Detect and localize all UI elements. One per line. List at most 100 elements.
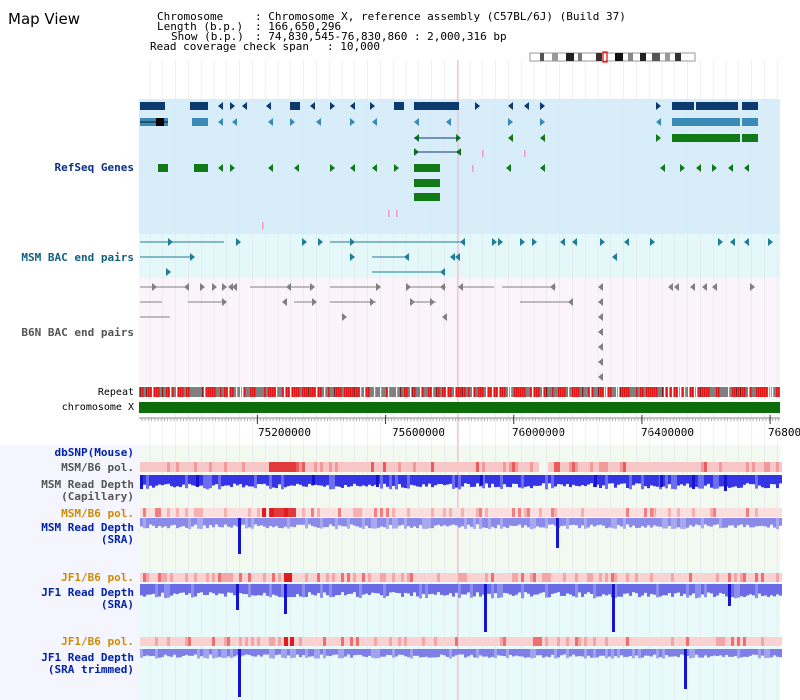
jf1-depth-trim-bar xyxy=(707,649,710,658)
msm-depth-capillary-bar xyxy=(398,475,401,485)
jf1-b6-pol-strip-2 xyxy=(767,637,770,646)
jf1-depth-sra-bar xyxy=(272,584,275,595)
msm-depth-capillary-bar xyxy=(560,475,563,485)
jf1-depth-trim-bar xyxy=(467,649,470,657)
msm-depth-sra-bar xyxy=(512,518,515,526)
jf1-depth-sra-bar xyxy=(212,584,215,594)
jf1-b6-pol-strip-2 xyxy=(407,637,410,646)
msm-b6-pol-strip xyxy=(431,462,434,472)
msm-b6-pol-strip-2 xyxy=(389,508,392,517)
msm-depth-sra-bar xyxy=(671,518,674,529)
msm-depth-sra-bar xyxy=(371,518,374,529)
msm-b6-pol-strip-2 xyxy=(509,508,512,517)
repeat-element xyxy=(518,387,520,397)
jf1-depth-sra-bar xyxy=(620,584,623,597)
msm-depth-sra-bar xyxy=(380,518,383,527)
msm-b6-pol-strip-2 xyxy=(206,508,209,517)
msm-b6-pol-strip xyxy=(602,462,605,472)
jf1-depth-trim-bar xyxy=(194,649,197,655)
msm-depth-capillary-bar xyxy=(677,475,680,486)
jf1-depth-sra-bar xyxy=(143,584,146,597)
jf1-b6-pol-label-2[interactable]: JF1/B6 pol. xyxy=(61,635,134,648)
msm-depth-sra-bar xyxy=(749,518,752,528)
msm-depth-sra-bar xyxy=(662,518,665,529)
b6n-bac-track-label[interactable]: B6N BAC end pairs xyxy=(21,326,134,339)
repeat-element xyxy=(640,387,642,397)
jf1-depth-sra-bar xyxy=(206,584,209,595)
msm-b6-pol-strip-2 xyxy=(530,508,533,517)
msm-b6-pol-label-1[interactable]: MSM/B6 pol. xyxy=(61,461,134,474)
msm-depth-sra-bar xyxy=(302,518,305,525)
refseq-track-label[interactable]: RefSeq Genes xyxy=(54,161,134,174)
msm-bac-track-label[interactable]: MSM BAC end pairs xyxy=(21,251,134,264)
jf1-depth-trim-bar xyxy=(653,649,656,655)
msm-b6-pol-strip xyxy=(560,462,563,472)
jf1-depth-sra-bar xyxy=(602,584,605,595)
jf1-b6-pol-label-1[interactable]: JF1/B6 pol. xyxy=(61,571,134,584)
jf1-depth-trim-bar xyxy=(554,649,557,659)
msm-depth-sra-label-1[interactable]: MSM Read Depth xyxy=(41,521,134,534)
msm-b6-pol-strip-2 xyxy=(650,508,653,517)
snp-mark xyxy=(524,150,526,157)
jf1-depth-trim-bar xyxy=(182,649,185,656)
jf1-depth-sra-bar xyxy=(599,584,602,597)
msm-b6-pol-strip xyxy=(464,462,467,472)
ideogram-band xyxy=(566,53,574,61)
repeat-element xyxy=(340,387,342,397)
msm-b6-pol-strip-2 xyxy=(248,508,251,517)
jf1-depth-sra-bar xyxy=(338,584,341,595)
ideogram-band xyxy=(665,53,670,61)
gene-arrow xyxy=(230,164,235,172)
msm-b6-pol-strip-2 xyxy=(335,508,338,517)
gene-arrow xyxy=(290,118,295,126)
jf1-b6-pol-strip xyxy=(512,573,515,582)
jf1-b6-pol-strip-2 xyxy=(263,637,266,646)
axis-tick-label: 76400000 xyxy=(641,426,694,439)
msm-b6-pol-strip xyxy=(248,462,251,472)
repeat-element xyxy=(564,387,566,397)
msm-b6-pol-strip xyxy=(641,462,644,472)
gene-arrow xyxy=(414,118,419,126)
msm-b6-pol-strip-2 xyxy=(275,508,278,517)
jf1-b6-pol-strip xyxy=(662,573,665,582)
repeat-element xyxy=(666,387,668,397)
msm-b6-pol-strip-2 xyxy=(149,508,152,517)
msm-b6-pol-strip-2 xyxy=(326,508,329,517)
msm-depth-capillary-bar xyxy=(290,475,293,486)
jf1-b6-pol-strip xyxy=(449,573,452,582)
repeat-gap xyxy=(696,387,698,397)
jf1-depth-sra-label-1[interactable]: JF1 Read Depth xyxy=(41,586,134,599)
msm-b6-pol-label-2[interactable]: MSM/B6 pol. xyxy=(61,507,134,520)
repeat-element xyxy=(704,387,706,397)
msm-b6-pol-strip xyxy=(494,462,497,472)
jf1-b6-pol-strip-2 xyxy=(647,637,650,646)
msm-depth-capillary-bar xyxy=(566,475,569,485)
jf1-depth-trim-bar xyxy=(518,649,521,657)
jf1-depth-sra-bar xyxy=(659,584,662,597)
msm-b6-pol-strip xyxy=(155,462,158,472)
jf1-depth-trim-bar xyxy=(482,649,485,657)
jf1-depth-trim-bar xyxy=(485,649,488,657)
jf1-depth-sra-bar xyxy=(629,584,632,596)
msm-depth-capillary-bar xyxy=(722,475,725,487)
repeat-element xyxy=(304,387,306,397)
msm-depth-cap-label-1[interactable]: MSM Read Depth xyxy=(41,478,134,491)
msm-b6-pol-strip xyxy=(665,462,668,472)
jf1-b6-pol-strip-2 xyxy=(218,637,221,646)
jf1-b6-pol-strip xyxy=(566,573,569,582)
msm-b6-pol-strip xyxy=(215,462,218,472)
jf1-depth-trim-label-1[interactable]: JF1 Read Depth xyxy=(41,651,134,664)
msm-depth-sra-bar xyxy=(467,518,470,525)
jf1-depth-trim-bar xyxy=(536,649,539,656)
b6n-end-arrow xyxy=(282,298,287,306)
jf1-depth-sra-bar xyxy=(389,584,392,593)
jf1-depth-sra-bar xyxy=(557,584,560,593)
msm-b6-pol-strip xyxy=(512,462,515,472)
jf1-b6-pol-strip xyxy=(752,573,755,582)
dbsnp-track-label[interactable]: dbSNP(Mouse) xyxy=(54,446,134,459)
jf1-b6-pol-strip xyxy=(353,573,356,582)
msm-b6-pol-strip xyxy=(269,462,272,472)
msm-depth-capillary-bar xyxy=(680,475,683,485)
jf1-depth-sra-bar xyxy=(569,584,572,595)
